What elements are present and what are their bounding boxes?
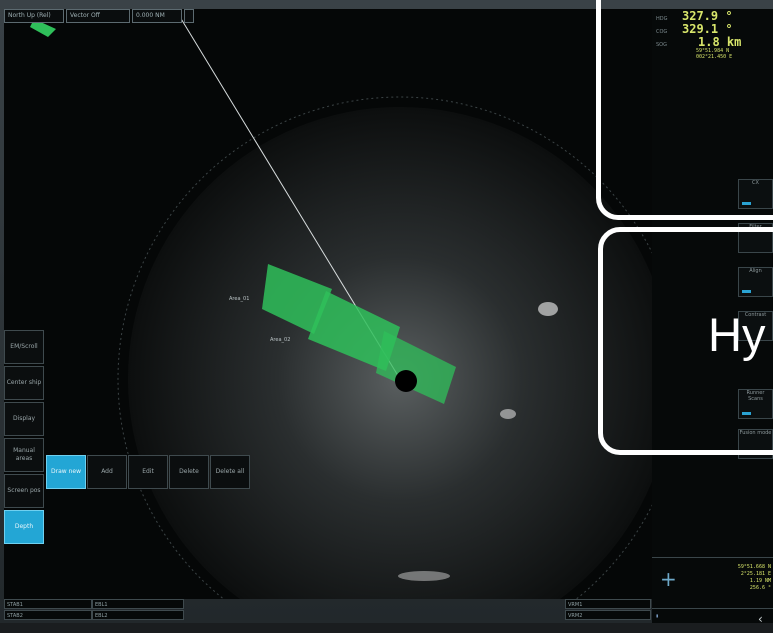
range-field[interactable]: 0.000 NM xyxy=(132,9,182,23)
depth-button[interactable]: Depth xyxy=(4,510,44,544)
vrm1-field[interactable]: VRM1 xyxy=(565,599,651,609)
status-bar: STAB1 EBL1 STAB2 EBL2 xyxy=(4,599,184,621)
area-label-2: Area_02 xyxy=(270,337,291,343)
cog-label: COG xyxy=(656,29,668,35)
manual-area-3 xyxy=(376,331,456,404)
manual-area-1 xyxy=(262,264,332,334)
left-menu: EM/Scroll Center ship Display Manual are… xyxy=(4,330,44,546)
expand-icon[interactable] xyxy=(184,9,194,23)
align-level xyxy=(742,290,751,293)
callout-frame-bottom xyxy=(598,227,773,455)
contrast-label: Contrast xyxy=(744,312,767,318)
hdg-value: 327.9 ° xyxy=(682,9,733,23)
align-control[interactable]: Align xyxy=(738,267,773,297)
orientation-mode-select[interactable]: North Up (Rel) xyxy=(4,9,64,23)
echo-3 xyxy=(398,571,450,581)
area-marker xyxy=(30,19,56,37)
area-label-1: Area_01 xyxy=(229,296,250,302)
display-button[interactable]: Display xyxy=(4,402,44,436)
longitude-value: 002°21.450 E xyxy=(696,54,733,60)
top-toolbar: North Up (Rel) Vector Off 0.000 NM xyxy=(4,9,194,23)
runner-scans-label: Runner Scans xyxy=(746,390,765,402)
callout-frame-top xyxy=(596,0,773,220)
cursor-readout: + 59°51.668 N 2°25.181 E 1.19 NM 256.6 ° xyxy=(652,557,773,608)
latitude-value: 59°51.984 N xyxy=(696,48,730,54)
screen-pos-button[interactable]: Screen pos xyxy=(4,474,44,508)
callout-text: Hy xyxy=(708,308,766,361)
manual-area-2 xyxy=(308,291,400,371)
align-label: Align xyxy=(749,268,762,274)
vector-mode-select[interactable]: Vector Off xyxy=(66,9,130,23)
echo-1 xyxy=(538,302,558,316)
echo-2 xyxy=(500,409,516,419)
center-ship-button[interactable]: Center ship xyxy=(4,366,44,400)
stab1-field[interactable]: STAB1 xyxy=(4,599,92,609)
cursor-range: 1.19 NM xyxy=(749,578,771,584)
ebl2-field[interactable]: EBL2 xyxy=(92,610,184,620)
nav-data: HDG 327.9 ° COG 329.1 ° SOG 1.8 km 59°51… xyxy=(652,9,773,79)
runner-scans-level xyxy=(742,412,751,415)
manual-areas-submenu: Draw new Add Edit Delete Delete all xyxy=(46,455,250,489)
cx-label: CX xyxy=(752,180,759,186)
ship-symbol xyxy=(395,370,417,392)
sog-value: 1.8 km xyxy=(698,35,742,49)
fusion-mode-label: Fusion mode xyxy=(739,430,772,436)
delete-button[interactable]: Delete xyxy=(169,455,209,489)
add-button[interactable]: Add xyxy=(87,455,127,489)
cog-value: 329.1 ° xyxy=(682,22,733,36)
radar-display[interactable]: Area_01 Area_02 xyxy=(4,9,652,599)
cursor-bearing: 256.6 ° xyxy=(749,585,771,591)
runner-scans-control[interactable]: Runner Scans xyxy=(738,389,773,419)
hdg-label: HDG xyxy=(656,16,668,22)
stab2-field[interactable]: STAB2 xyxy=(4,610,92,620)
manual-areas-button[interactable]: Manual areas xyxy=(4,438,44,472)
em-scroll-button[interactable]: EM/Scroll xyxy=(4,330,44,364)
right-panel: HDG 327.9 ° COG 329.1 ° SOG 1.8 km 59°51… xyxy=(652,9,773,626)
cursor-lat: 59°51.668 N xyxy=(737,564,771,570)
draw-new-button[interactable]: Draw new xyxy=(46,455,86,489)
edit-button[interactable]: Edit xyxy=(128,455,168,489)
vrm2-field[interactable]: VRM2 xyxy=(565,610,651,620)
ebl1-field[interactable]: EBL1 xyxy=(92,599,184,609)
cx-control[interactable]: CX xyxy=(738,179,773,209)
sog-label: SOG xyxy=(656,42,667,48)
cx-level xyxy=(742,202,751,205)
cursor-lon: 2°25.181 E xyxy=(740,571,771,577)
brand-logo: ▮ xyxy=(656,613,659,618)
delete-all-button[interactable]: Delete all xyxy=(210,455,250,489)
right-bottom-bar: ▮ ‹ xyxy=(652,608,773,633)
radar-svg xyxy=(30,16,652,599)
range-ring xyxy=(117,96,652,599)
contrast-control[interactable]: Contrast xyxy=(738,311,773,341)
crosshair-icon: + xyxy=(660,567,677,591)
vrm-panel: VRM1 VRM2 xyxy=(565,599,651,621)
chevron-left-icon[interactable]: ‹ xyxy=(758,612,763,626)
